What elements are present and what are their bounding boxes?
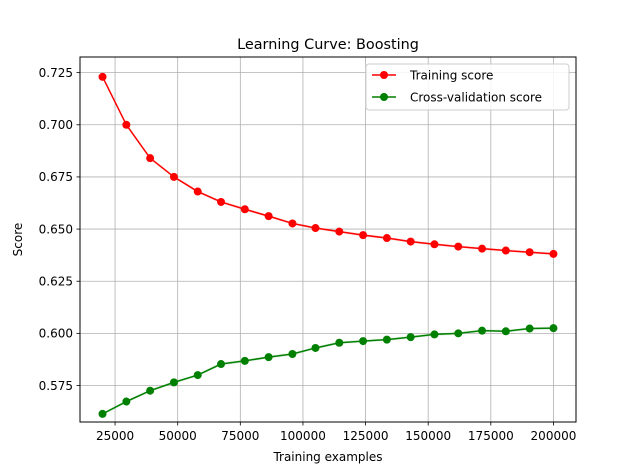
series-markers (98, 72, 558, 418)
training-score-point (311, 224, 320, 233)
y-tick-label: 0.700 (39, 118, 73, 132)
training-score-point (193, 187, 202, 196)
legend-training-label: Training score (409, 69, 493, 83)
training-score-point (122, 120, 131, 129)
training-score-point (335, 227, 344, 236)
cv-score-point (406, 333, 415, 342)
legend-training-marker (380, 71, 388, 79)
training-score-point (549, 249, 558, 258)
legend-cv-marker (380, 93, 388, 101)
cv-score-point (169, 378, 178, 387)
y-tick-label: 0.625 (39, 275, 73, 289)
cv-score-point (264, 353, 273, 362)
training-score-point (98, 72, 107, 81)
chart-title: Learning Curve: Boosting (237, 37, 419, 53)
training-score-point (359, 231, 368, 240)
plot-frame (79, 56, 577, 423)
cv-score-point (98, 409, 107, 418)
x-tick-label: 75000 (221, 429, 259, 443)
legend-cv-label: Cross-validation score (410, 91, 542, 105)
cv-score-point (430, 330, 439, 339)
training-score-point (240, 205, 249, 214)
training-score-point (146, 154, 155, 163)
y-tick-label: 0.675 (39, 170, 73, 184)
cv-score-point (478, 326, 487, 335)
cv-score-point (549, 324, 558, 333)
cv-score-point (122, 397, 131, 406)
legend: Training score Cross-validation score (365, 63, 570, 111)
y-tick-label: 0.600 (39, 327, 73, 341)
cv-score-point (501, 327, 510, 336)
x-tick-label: 200000 (531, 429, 577, 443)
x-tick-label: 25000 (96, 429, 134, 443)
training-score-point (217, 197, 226, 206)
cv-score-point (382, 335, 391, 344)
x-tick-label: 175000 (468, 429, 514, 443)
legend-box (365, 63, 570, 111)
y-axis-label: Score (11, 223, 25, 257)
training-score-point (454, 242, 463, 251)
training-score-point (430, 240, 439, 249)
x-tick-label: 125000 (343, 429, 389, 443)
training-score-point (525, 248, 534, 257)
y-tick-label: 0.725 (39, 66, 73, 80)
cv-score-band (102, 326, 554, 416)
x-tick-label: 50000 (159, 429, 197, 443)
cv-score-point (311, 343, 320, 352)
grid (80, 57, 576, 422)
y-tick-label: 0.575 (39, 379, 73, 393)
training-score-point (288, 219, 297, 228)
cv-score-point (335, 338, 344, 347)
cv-score-point (146, 386, 155, 395)
training-score-point (478, 244, 487, 253)
score-bands (102, 75, 554, 416)
training-score-point (169, 172, 178, 181)
y-tick-label: 0.650 (39, 222, 73, 236)
cv-score-point (240, 356, 249, 365)
x-tick-label: 150000 (405, 429, 451, 443)
cv-score-point (359, 337, 368, 346)
training-score-point (406, 237, 415, 246)
x-axis-ticks: 25000 50000 75000 100000 125000 150000 175000 2… (96, 422, 576, 443)
y-axis-ticks: 0.575 0.600 0.625 0.650 0.675 0.700 0.725 (39, 66, 80, 393)
x-axis-label: Training examples (272, 450, 382, 464)
cv-score-point (525, 324, 534, 333)
cv-score-point (288, 350, 297, 359)
cv-score-point (217, 360, 226, 369)
cv-score-point (193, 371, 202, 380)
cv-score-point (454, 329, 463, 338)
training-score-point (501, 246, 510, 255)
x-tick-label: 100000 (280, 429, 326, 443)
training-score-point (382, 234, 391, 243)
training-score-point (264, 212, 273, 221)
